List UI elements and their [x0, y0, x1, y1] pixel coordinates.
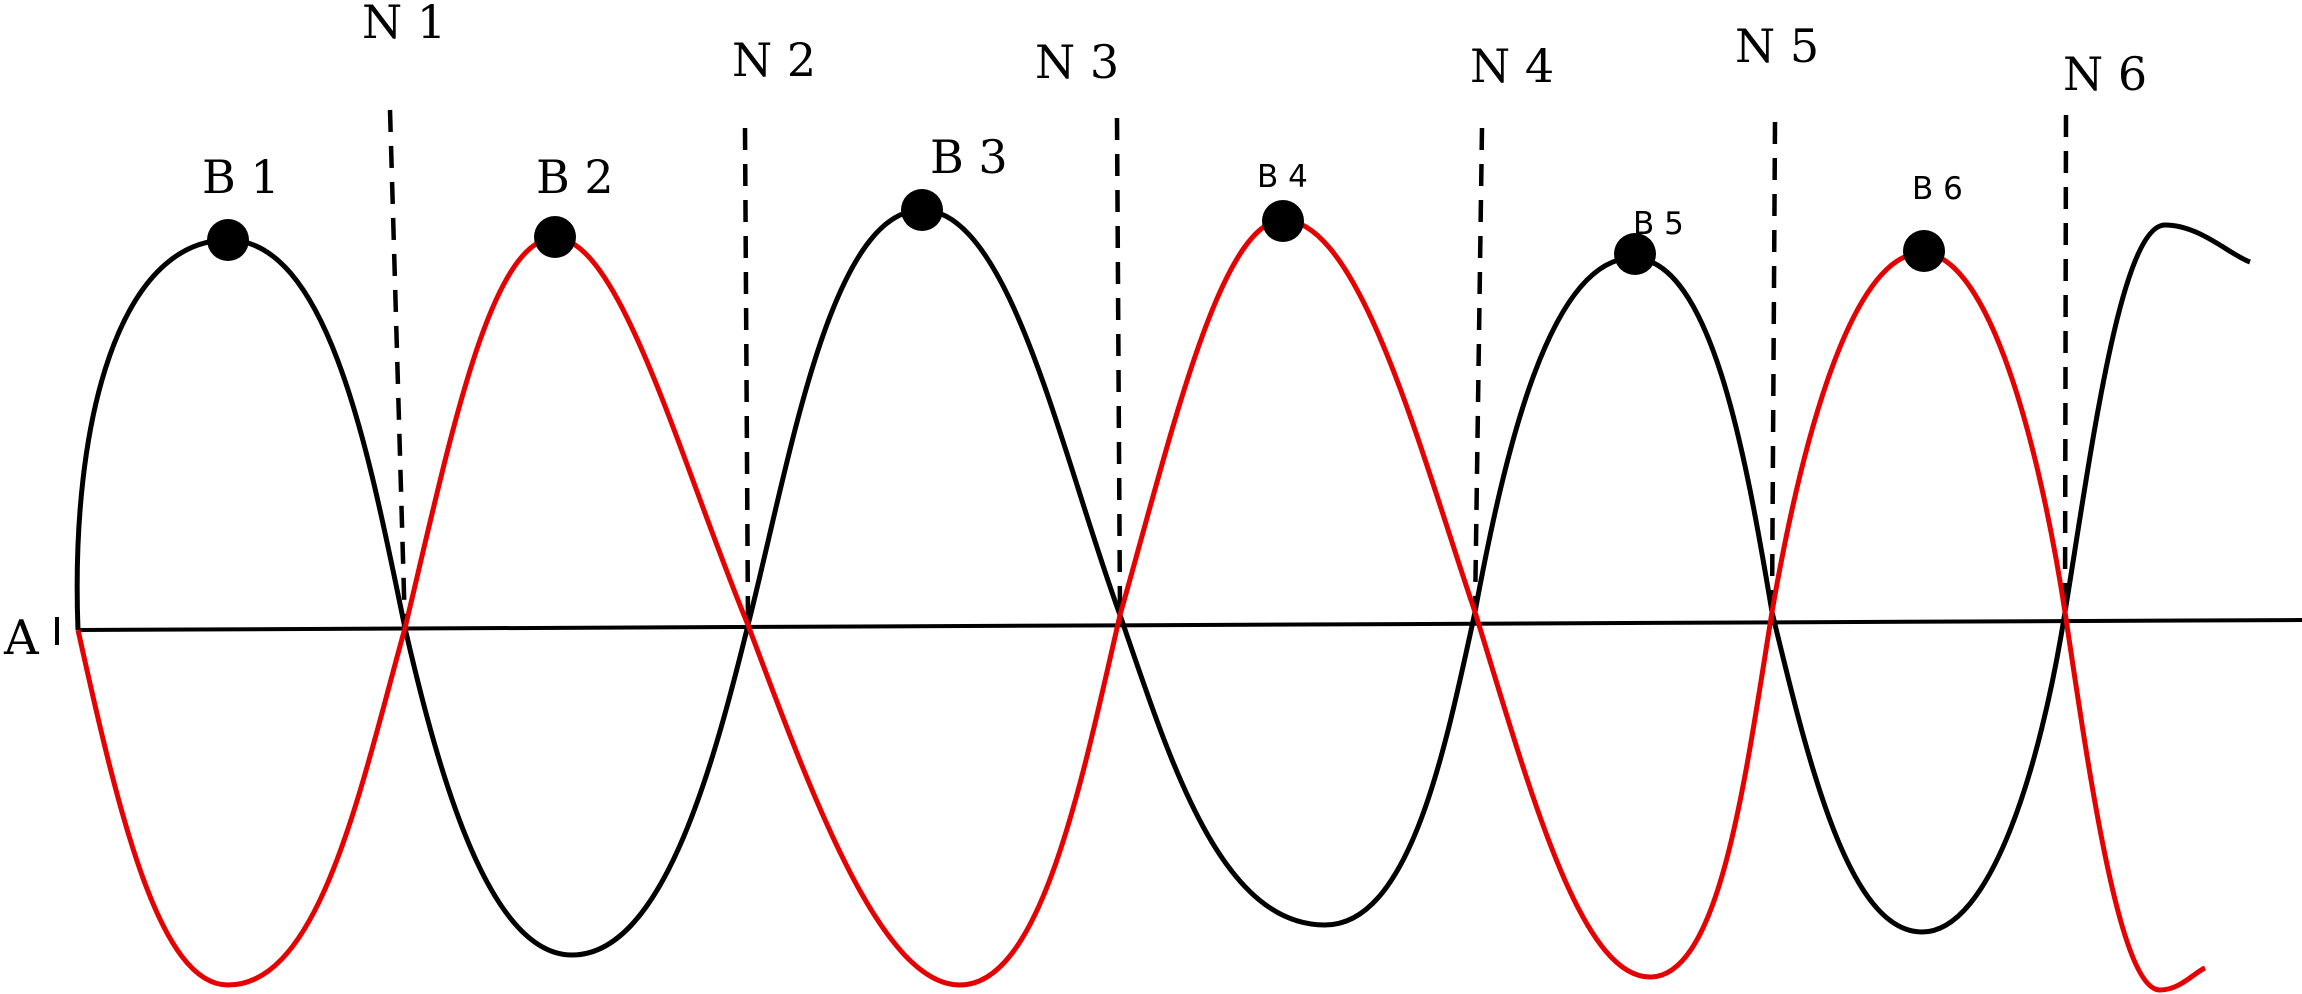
node-label-4: N 4: [1470, 39, 1554, 93]
antinode-marker-5: [1614, 233, 1656, 275]
node-line-2: [742, 127, 751, 626]
antinode-marker-3: [901, 189, 943, 231]
node-label-1: N 1: [362, 0, 446, 49]
antinode-label-3: B 3: [930, 130, 1008, 184]
axis-line: [77, 618, 2302, 632]
node-label-3: N 3: [1035, 35, 1119, 89]
axis-label: A: [3, 610, 40, 666]
node-line-1: [387, 109, 408, 629]
node-line-6: [2062, 114, 2069, 613]
node-label-2: N 2: [732, 33, 816, 87]
antinode-label-2: B 2: [536, 150, 614, 204]
node-line-5: [1769, 121, 1778, 613]
node-line-3: [1114, 117, 1123, 616]
antinode-label-4: B 4: [1257, 159, 1308, 195]
node-label-5: N 5: [1735, 19, 1819, 73]
antinode-label-6: B 6: [1912, 171, 1963, 207]
antinode-marker-6: [1903, 230, 1945, 272]
node-label-6: N 6: [2063, 47, 2147, 101]
node-line-4: [1472, 127, 1485, 613]
antinode-markers: [207, 189, 1945, 275]
node-lines: [387, 109, 2069, 629]
antinode-marker-2: [534, 216, 576, 258]
antinode-label-1: B 1: [202, 150, 280, 204]
antinode-label-5: B 5: [1633, 206, 1684, 242]
wave-black: [74, 207, 2251, 958]
antinode-marker-1: [207, 219, 249, 261]
antinode-marker-4: [1262, 200, 1304, 242]
